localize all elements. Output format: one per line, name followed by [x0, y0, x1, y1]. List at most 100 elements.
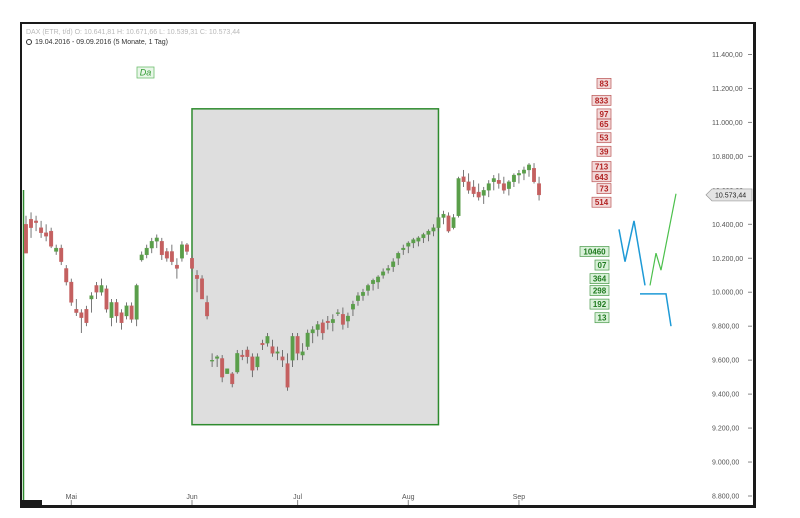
- candle-body: [89, 295, 94, 300]
- candle-body: [406, 242, 411, 247]
- period-info: 19.04.2016 - 09.09.2016 (5 Monate, 1 Tag…: [26, 39, 168, 46]
- candle-body: [295, 336, 300, 354]
- candle-body: [109, 302, 114, 318]
- candle-body: [300, 351, 305, 356]
- candle-body: [79, 312, 84, 318]
- candle-body: [230, 373, 235, 385]
- candle-body: [119, 312, 124, 323]
- last-value-label: 10.573,44: [715, 192, 746, 199]
- candle-body: [179, 244, 184, 259]
- instrument-info: DAX (ETR, t/d) O: 10.641,81 H: 10.671,66…: [26, 29, 241, 36]
- candle-body: [84, 309, 89, 323]
- x-tick-label: Jul: [293, 494, 302, 501]
- candle-body: [139, 254, 144, 261]
- candle-body: [476, 191, 481, 198]
- y-tick-label: 11.000,00: [712, 120, 743, 127]
- candle-body: [421, 234, 426, 239]
- candle-body: [356, 295, 360, 301]
- candle-body: [69, 281, 74, 303]
- candle-body: [330, 319, 335, 323]
- candle-body: [124, 305, 129, 317]
- green-level-box: [594, 312, 610, 324]
- candle-body: [481, 190, 486, 196]
- candle-body: [270, 346, 275, 354]
- candle-body: [340, 314, 345, 325]
- candle-body: [34, 220, 39, 223]
- red-level-box: [596, 145, 612, 157]
- candle-body: [401, 247, 406, 250]
- period-text: 19.04.2016 - 09.09.2016 (5 Monate, 1 Tag…: [35, 39, 168, 46]
- candle-body: [144, 247, 149, 256]
- green-level-label: 298: [593, 287, 607, 296]
- candle-body: [350, 303, 355, 310]
- candle-body: [49, 230, 54, 247]
- candle-body: [320, 322, 325, 334]
- annotation-box: [191, 108, 440, 426]
- candle-body: [169, 251, 174, 262]
- y-tick-label: 9.200,00: [712, 426, 739, 433]
- y-tick-label: 11.400,00: [712, 52, 743, 59]
- candle-body: [416, 237, 421, 242]
- candle-body: [376, 276, 381, 283]
- candle-body: [260, 343, 265, 346]
- candle-body: [255, 356, 260, 368]
- candle-body: [391, 261, 396, 267]
- red-level-box: [591, 196, 612, 208]
- green-level-box: [589, 285, 610, 296]
- candle-body: [164, 251, 169, 259]
- candle-body: [280, 356, 285, 361]
- red-level-label: 713: [595, 163, 609, 172]
- green-projection-line: [649, 193, 677, 286]
- candle-body: [411, 239, 416, 244]
- candle-body: [345, 315, 350, 322]
- candle-body: [361, 292, 365, 296]
- red-level-label: 643: [595, 173, 609, 182]
- x-tick-label: Sep: [513, 494, 526, 501]
- candle-body: [54, 247, 59, 252]
- candle-body: [74, 309, 79, 313]
- candle-body: [94, 285, 99, 293]
- candle-body: [466, 181, 471, 191]
- candle-body: [335, 312, 340, 314]
- candle-body: [265, 336, 270, 344]
- red-level-label: 83: [600, 79, 609, 88]
- red-level-box: [596, 183, 612, 194]
- red-level-label: 39: [600, 147, 609, 156]
- green-level-label: 13: [598, 314, 607, 323]
- candle-body: [225, 368, 230, 374]
- green-level-box: [594, 259, 610, 271]
- y-tick-label: 9.600,00: [712, 358, 739, 365]
- green-level-box: [579, 246, 610, 257]
- x-tick-label: Mai: [66, 494, 78, 501]
- candle-body: [436, 217, 441, 228]
- candle-body: [501, 183, 506, 191]
- candle-body: [104, 288, 109, 310]
- candle-body: [381, 271, 386, 276]
- y-tick-label: 10.000,00: [712, 290, 743, 297]
- candle-body: [190, 258, 194, 269]
- red-level-label: 514: [595, 198, 609, 207]
- da-label-text: Da: [140, 68, 152, 78]
- y-tick-label: 9.000,00: [712, 460, 739, 467]
- candle-body: [220, 358, 225, 378]
- candle-body: [315, 324, 320, 330]
- y-tick-label: 10.200,00: [712, 256, 743, 263]
- candle-body: [154, 237, 159, 242]
- candle-body: [185, 244, 189, 252]
- candle-body: [44, 232, 49, 237]
- candle-body: [511, 174, 516, 182]
- candle-body: [441, 213, 446, 218]
- candle-body: [290, 336, 295, 361]
- red-level-box: [596, 78, 612, 89]
- candle-body: [200, 278, 204, 300]
- da-label-box: [136, 66, 155, 79]
- candle-body: [215, 356, 220, 359]
- candle-body: [205, 302, 210, 317]
- y-tick-label: 10.800,00: [712, 154, 743, 161]
- candle-body: [29, 219, 33, 228]
- candle-body: [537, 183, 542, 196]
- y-tick-label: 9.800,00: [712, 324, 739, 331]
- candle-body: [59, 247, 64, 262]
- candle-body: [486, 183, 491, 191]
